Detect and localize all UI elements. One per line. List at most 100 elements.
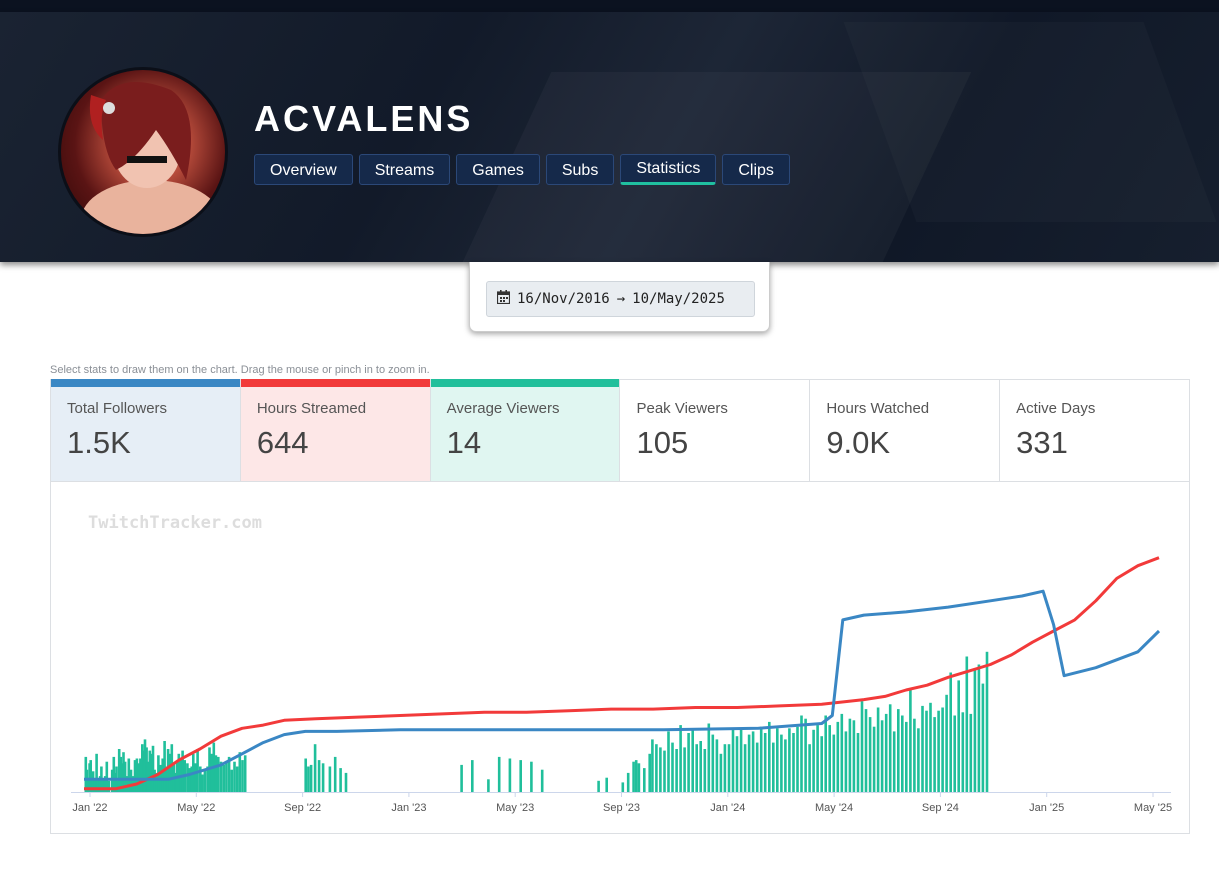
stats-chart[interactable]: TwitchTracker.com Jan '22 May '22 Sep '22 J… bbox=[50, 482, 1190, 834]
stat-value: 1.5K bbox=[67, 425, 131, 460]
chart-bar bbox=[772, 742, 775, 792]
stat-average-viewers[interactable]: Average Viewers 14 bbox=[430, 379, 621, 481]
chart-bar bbox=[824, 715, 827, 792]
chart-bar bbox=[471, 760, 474, 792]
chart-bar bbox=[852, 720, 856, 792]
stat-active-days[interactable]: Active Days 331 bbox=[1000, 380, 1189, 481]
chart-bar bbox=[965, 656, 969, 792]
chart-bar bbox=[139, 758, 142, 792]
tab-clips[interactable]: Clips bbox=[722, 154, 790, 185]
chart-bar bbox=[632, 761, 635, 792]
chart-bar bbox=[808, 744, 811, 792]
chart-bar bbox=[487, 779, 490, 793]
stat-value: 644 bbox=[256, 425, 309, 460]
chart-bar bbox=[186, 763, 189, 792]
date-range-picker[interactable]: 16/Nov/2016 → 10/May/2025 bbox=[486, 281, 755, 317]
chart-bar bbox=[597, 780, 600, 792]
chart-bar bbox=[723, 744, 727, 792]
chart-bar bbox=[217, 756, 220, 792]
date-start: 16/Nov/2016 bbox=[517, 291, 610, 307]
chart-bar bbox=[784, 739, 787, 792]
chart-bar bbox=[210, 753, 213, 793]
chart-bar bbox=[143, 739, 147, 792]
chart-bar bbox=[699, 741, 702, 792]
chart-bar bbox=[96, 779, 100, 793]
tab-games[interactable]: Games bbox=[456, 154, 540, 185]
chart-bar bbox=[663, 750, 666, 792]
chart-bar bbox=[235, 766, 239, 792]
stat-label: Hours Watched bbox=[826, 400, 930, 417]
chart-bar bbox=[804, 718, 807, 792]
chart-bar bbox=[199, 766, 202, 792]
chart-bar bbox=[929, 702, 932, 793]
x-tick-label: May '24 bbox=[815, 802, 853, 814]
chart-bar bbox=[648, 753, 651, 793]
tab-overview[interactable]: Overview bbox=[254, 154, 353, 185]
stat-color-bar bbox=[240, 379, 430, 387]
chart-bar bbox=[110, 769, 114, 792]
stat-hours-streamed[interactable]: Hours Streamed 644 bbox=[240, 379, 431, 481]
chart-bar bbox=[731, 729, 735, 792]
chart-bar bbox=[788, 728, 791, 793]
chart-bar bbox=[933, 717, 936, 792]
stat-label: Average Viewers bbox=[446, 400, 560, 417]
stat-value: 9.0K bbox=[826, 425, 891, 460]
chart-bar bbox=[780, 734, 783, 792]
chart-bar bbox=[243, 755, 247, 792]
chart-bar bbox=[129, 769, 133, 792]
chart-bar bbox=[759, 726, 763, 792]
chart-bar bbox=[937, 710, 940, 792]
chart-bar bbox=[233, 761, 236, 792]
chart-bar bbox=[333, 756, 337, 792]
chart-bar bbox=[85, 769, 89, 792]
calendar-icon bbox=[496, 290, 511, 308]
chart-bar bbox=[119, 756, 123, 792]
chart-bar bbox=[626, 772, 630, 792]
chart-bar bbox=[880, 720, 884, 792]
chart-bar bbox=[711, 734, 715, 792]
chart-bar bbox=[174, 772, 177, 792]
chart-bar bbox=[103, 776, 107, 792]
avatar-illustration bbox=[81, 82, 221, 234]
chart-bar bbox=[707, 723, 711, 792]
chart-bar bbox=[679, 725, 682, 792]
date-end: 10/May/2025 bbox=[632, 291, 725, 307]
tab-streams[interactable]: Streams bbox=[358, 154, 451, 185]
chart-bar bbox=[776, 728, 779, 793]
chart-bar bbox=[621, 782, 625, 792]
chart-hint: Select stats to draw them on the chart. … bbox=[50, 364, 430, 376]
hours-streamed-line bbox=[84, 556, 1160, 791]
chart-bar bbox=[214, 755, 218, 792]
stat-peak-viewers[interactable]: Peak Viewers 105 bbox=[620, 380, 811, 481]
stat-label: Peak Viewers bbox=[636, 400, 728, 417]
chart-bar bbox=[864, 709, 868, 792]
chart-bar bbox=[148, 750, 152, 792]
chart-bar bbox=[945, 694, 948, 792]
channel-nav: Overview Streams Games Subs Statistics C… bbox=[254, 154, 790, 185]
chart-bar bbox=[150, 753, 153, 793]
chart-bar bbox=[142, 750, 145, 792]
chart-bar bbox=[206, 766, 209, 792]
chart-bar bbox=[703, 749, 707, 792]
chart-bar bbox=[530, 761, 533, 792]
chart-bar bbox=[137, 763, 140, 792]
chart-bar bbox=[884, 713, 888, 792]
chart-bar bbox=[155, 772, 158, 792]
tab-statistics[interactable]: Statistics bbox=[620, 154, 717, 185]
chart-bar bbox=[985, 651, 989, 793]
chart-bar bbox=[307, 766, 310, 792]
chart-bar bbox=[812, 729, 815, 792]
chart-bar bbox=[116, 780, 119, 792]
chart-bar bbox=[135, 758, 139, 792]
chart-bar bbox=[844, 731, 848, 792]
chart-bar bbox=[876, 707, 880, 792]
chart-bar bbox=[651, 739, 654, 792]
stat-total-followers[interactable]: Total Followers 1.5K bbox=[51, 379, 241, 481]
tab-subs[interactable]: Subs bbox=[545, 154, 615, 185]
chart-bar bbox=[166, 749, 170, 792]
avatar bbox=[58, 67, 228, 237]
x-tick-label: May '25 bbox=[1134, 802, 1172, 814]
chart-bar bbox=[194, 763, 197, 792]
chart-bar bbox=[203, 769, 207, 792]
stat-hours-watched[interactable]: Hours Watched 9.0K bbox=[810, 380, 1001, 481]
